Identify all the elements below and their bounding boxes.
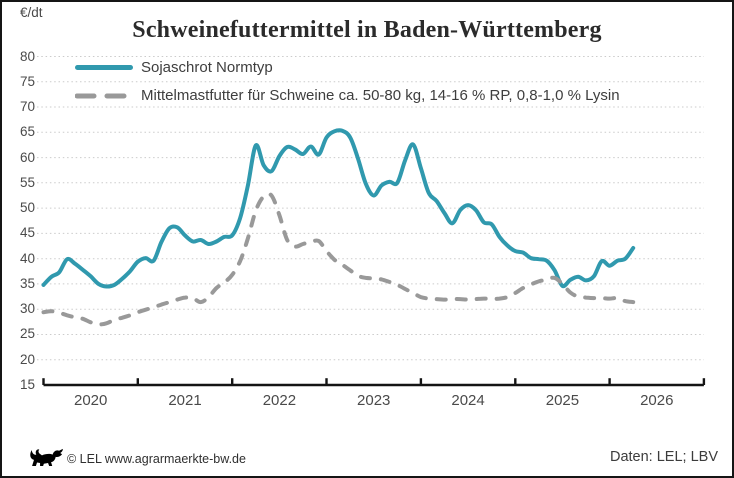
y-tick-label-45: 45 bbox=[19, 225, 35, 241]
legend-item-mittelmastfutter: Mittelmastfutter für Schweine ca. 50-80 … bbox=[75, 87, 620, 104]
mittelmastfutter-dash-swatch bbox=[75, 93, 127, 98]
y-tick-label-25: 25 bbox=[19, 326, 35, 342]
y-tick-label-30: 30 bbox=[19, 301, 35, 317]
x-tick-label-2023: 2023 bbox=[357, 392, 391, 409]
x-tick-label-2025: 2025 bbox=[545, 392, 580, 409]
y-tick-label-70: 70 bbox=[19, 99, 35, 115]
y-tick-label-55: 55 bbox=[19, 174, 35, 190]
legend-item-sojaschrot: Sojaschrot Normtyp bbox=[75, 59, 273, 76]
x-tick-label-2021: 2021 bbox=[168, 392, 202, 409]
y-tick-label-80: 80 bbox=[19, 48, 35, 64]
y-tick-label-65: 65 bbox=[19, 124, 35, 140]
y-tick-label-35: 35 bbox=[19, 275, 35, 291]
x-tick-label-2026: 2026 bbox=[640, 392, 674, 409]
y-tick-label-15: 15 bbox=[19, 377, 35, 392]
bw-lion-icon bbox=[30, 448, 63, 466]
y-tick-label-50: 50 bbox=[19, 200, 35, 216]
legend-label-mittelmastfutter: Mittelmastfutter für Schweine ca. 50-80 … bbox=[141, 87, 620, 104]
chart-title: Schweinefuttermittel in Baden-Württember… bbox=[132, 17, 602, 43]
y-tick-label-20: 20 bbox=[19, 351, 35, 367]
sojaschrot-line-swatch bbox=[75, 65, 133, 70]
series-line-sojaschrot bbox=[41, 128, 636, 289]
footer-copyright: © LEL www.agrarmaerkte-bw.de bbox=[67, 452, 246, 466]
y-tick-label-60: 60 bbox=[19, 149, 35, 165]
y-tick-label-75: 75 bbox=[19, 73, 35, 89]
y-tick-label-40: 40 bbox=[19, 250, 35, 266]
x-tick-label-2022: 2022 bbox=[262, 392, 297, 409]
x-tick-label-2024: 2024 bbox=[451, 392, 485, 409]
series-line-mittelmastfutter bbox=[41, 191, 636, 327]
footer-data-source: Daten: LEL; LBV bbox=[609, 449, 718, 465]
y-axis-unit-label: €/dt bbox=[20, 5, 43, 20]
x-tick-label-2020: 2020 bbox=[73, 392, 108, 409]
legend-label-sojaschrot: Sojaschrot Normtyp bbox=[141, 59, 273, 76]
